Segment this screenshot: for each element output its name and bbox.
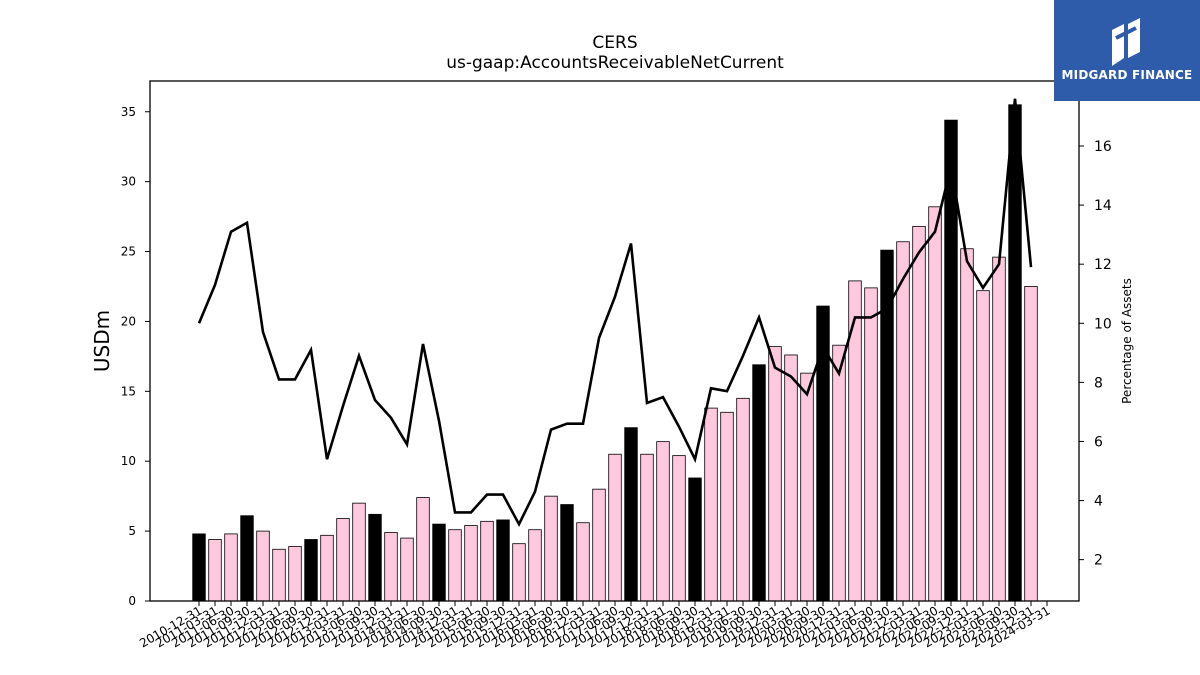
chart-title: CERS: [592, 33, 637, 53]
y2-tick-label: 6: [1094, 434, 1103, 450]
y2-tick-label: 16: [1094, 139, 1112, 155]
bar-2012-03-31: [272, 548, 286, 602]
bar-2011-09-30: [240, 515, 254, 602]
bar-2022-03-31: [912, 225, 926, 602]
bar-2016-09-30: [560, 504, 574, 602]
y-tick-label: 5: [128, 524, 136, 538]
bar-2011-03-31: [208, 539, 222, 602]
bar-2012-06-30: [288, 546, 302, 602]
bar-2020-12-31: [832, 344, 846, 602]
brand-name: MIDGARD FINANCE: [1061, 68, 1193, 82]
bar-2013-03-31: [336, 518, 350, 602]
y-tick-label: 10: [121, 454, 136, 468]
bar-2023-09-30: [1008, 104, 1022, 602]
bar-2013-12-31: [384, 532, 398, 602]
y-axis-label: USDm: [90, 310, 114, 372]
left-axis-ticks: 0 5 10 15 20 25 30 35: [121, 105, 150, 608]
bar-2022-06-30: [928, 206, 942, 602]
y-tick-label: 25: [121, 245, 136, 259]
y2-tick-label: 14: [1094, 198, 1112, 214]
bar-2012-12-31: [320, 534, 334, 602]
bar-2019-06-30: [736, 397, 750, 602]
bar-2021-12-31: [896, 241, 910, 602]
right-axis-ticks: 2 4 6 8 10 12 14 16: [1079, 139, 1112, 569]
y-tick-label: 20: [121, 314, 136, 328]
bar-2018-03-31: [656, 441, 670, 602]
bar-2021-06-30: [864, 287, 878, 602]
bar-2016-12-31: [576, 522, 590, 602]
bar-2023-03-31: [976, 290, 990, 602]
y-tick-label: 0: [128, 594, 136, 608]
bar-2016-06-30: [544, 495, 558, 602]
y2-tick-label: 10: [1094, 316, 1112, 332]
bar-2014-12-31: [448, 529, 462, 602]
brand-logo: MIDGARD FINANCE: [1054, 0, 1200, 101]
bar-2019-12-31: [768, 346, 782, 602]
bar-2018-12-31: [704, 407, 718, 602]
y-tick-label: 30: [121, 175, 136, 189]
bar-2013-09-30: [368, 513, 382, 602]
bar-2020-06-30: [800, 372, 814, 602]
bar-2015-09-30: [496, 519, 510, 602]
bar-2012-09-30: [304, 539, 318, 602]
y-tick-label: 35: [121, 105, 136, 119]
y2-tick-label: 8: [1094, 375, 1103, 391]
bar-2022-12-31: [960, 248, 974, 602]
bar-2013-06-30: [352, 502, 366, 602]
bar-2014-03-31: [400, 537, 414, 602]
bar-2010-12-31: [192, 533, 206, 602]
y2-tick-label: 12: [1094, 257, 1112, 273]
bar-2018-06-30: [672, 455, 686, 602]
chart-subtitle: us-gaap:AccountsReceivableNetCurrent: [446, 53, 784, 73]
midgard-logo-icon: [1112, 18, 1140, 66]
y2-tick-label: 2: [1094, 553, 1103, 569]
bar-2015-12-31: [512, 543, 526, 602]
percentage-line: [197, 98, 1033, 528]
bar-2015-06-30: [480, 520, 494, 602]
x-axis-ticks: 2010-12-312011-03-312011-06-302011-09-30…: [137, 601, 1053, 650]
bar-2023-06-30: [992, 256, 1006, 602]
bars-group: [192, 104, 1038, 602]
bar-2011-12-31: [256, 530, 270, 602]
bar-2019-09-30: [752, 364, 766, 602]
bar-2017-09-30: [624, 427, 638, 602]
bar-2014-09-30: [432, 523, 446, 602]
bar-2018-09-30: [688, 477, 702, 602]
bar-2016-03-31: [528, 529, 542, 602]
bar-2019-03-31: [720, 411, 734, 602]
y2-axis-label: Percentage of Assets: [1120, 278, 1134, 404]
bar-2020-03-31: [784, 354, 798, 602]
bar-2014-06-30: [416, 497, 430, 602]
y-tick-label: 15: [121, 384, 136, 398]
bar-2017-03-31: [592, 488, 606, 602]
bar-2017-06-30: [608, 453, 622, 602]
bar-2011-06-30: [224, 533, 238, 602]
bar-2015-03-31: [464, 525, 478, 602]
bar-2023-12-31: [1024, 286, 1038, 602]
y2-tick-label: 4: [1094, 494, 1103, 510]
bar-2017-12-31: [640, 453, 654, 602]
